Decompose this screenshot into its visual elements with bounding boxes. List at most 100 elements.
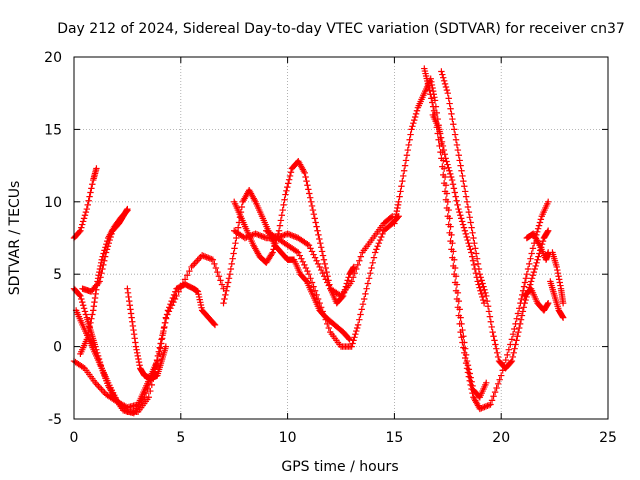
data-point — [98, 256, 105, 263]
data-point — [379, 230, 386, 238]
data-point — [474, 260, 482, 268]
data-point — [460, 344, 467, 351]
data-point — [78, 224, 85, 231]
data-point — [437, 148, 444, 156]
data-point — [171, 295, 179, 303]
data-point — [325, 282, 332, 289]
data-point — [316, 235, 323, 243]
data-point — [393, 211, 400, 218]
data-point — [477, 287, 484, 294]
data-point — [522, 275, 530, 282]
data-point — [129, 318, 136, 325]
data-point — [80, 305, 88, 312]
data-point — [413, 107, 421, 114]
data-point — [317, 266, 325, 274]
data-point — [479, 293, 486, 301]
data-point — [80, 215, 88, 222]
data-point — [252, 230, 259, 237]
data-point — [559, 299, 567, 307]
data-point — [84, 201, 91, 209]
data-point — [162, 343, 170, 350]
data-point — [508, 357, 516, 365]
data-point — [429, 99, 436, 106]
data-point — [161, 319, 169, 327]
data-point — [93, 165, 100, 172]
data-point — [534, 225, 542, 232]
data-point — [442, 83, 450, 91]
data-point — [468, 249, 475, 256]
data-point — [398, 183, 405, 190]
data-point — [351, 269, 358, 277]
data-point — [79, 221, 86, 228]
data-point — [403, 152, 411, 159]
data-point — [293, 248, 300, 255]
data-point — [318, 248, 326, 255]
data-point — [411, 116, 418, 124]
data-point — [376, 236, 384, 244]
data-point — [95, 272, 102, 279]
data-point — [491, 388, 499, 396]
data-point — [148, 381, 156, 389]
data-point — [431, 94, 438, 101]
data-point — [215, 273, 223, 280]
data-point — [441, 151, 448, 158]
data-point — [526, 260, 533, 268]
data-point — [280, 201, 287, 209]
data-point — [514, 310, 522, 317]
data-point — [394, 201, 402, 209]
data-point — [211, 321, 219, 329]
data-point — [101, 247, 108, 254]
data-point — [255, 231, 262, 239]
data-point — [397, 188, 404, 195]
data-point — [96, 268, 103, 276]
data-point — [132, 339, 139, 346]
data-point — [471, 265, 479, 273]
data-point — [76, 228, 83, 235]
data-point — [466, 214, 473, 221]
data-point — [534, 256, 541, 263]
data-point — [427, 91, 434, 98]
data-point — [363, 285, 370, 292]
data-point — [516, 305, 523, 312]
data-point — [456, 320, 463, 328]
data-point — [203, 254, 210, 261]
data-point — [130, 330, 138, 338]
data-point — [392, 214, 399, 221]
data-point — [472, 245, 479, 252]
data-point — [443, 204, 451, 212]
data-point — [99, 253, 106, 260]
data-point — [520, 304, 527, 311]
data-point — [553, 263, 560, 271]
data-point — [211, 260, 218, 268]
data-point — [533, 259, 540, 267]
x-tick-label: 20 — [492, 430, 510, 446]
data-point — [261, 234, 268, 241]
data-point — [449, 181, 457, 188]
data-point — [456, 157, 463, 164]
data-point — [458, 215, 465, 222]
data-point — [307, 245, 314, 252]
data-point — [488, 323, 495, 331]
data-point — [231, 245, 238, 252]
data-point — [374, 243, 381, 250]
data-point — [467, 219, 474, 226]
data-point — [454, 146, 462, 154]
data-point — [469, 389, 476, 397]
data-point — [168, 302, 176, 309]
data-point — [454, 201, 461, 209]
series-track-13 — [421, 65, 552, 413]
data-marks — [70, 65, 567, 417]
data-point — [467, 246, 474, 253]
data-point — [77, 292, 84, 300]
data-point — [391, 220, 398, 227]
data-point — [292, 233, 299, 240]
data-point — [123, 208, 130, 215]
data-point — [128, 314, 135, 321]
data-point — [455, 205, 462, 213]
data-point — [212, 264, 220, 272]
y-tick-label: 15 — [44, 122, 62, 138]
data-point — [351, 334, 358, 341]
data-point — [175, 288, 182, 295]
data-point — [305, 186, 312, 193]
data-point — [317, 304, 325, 311]
